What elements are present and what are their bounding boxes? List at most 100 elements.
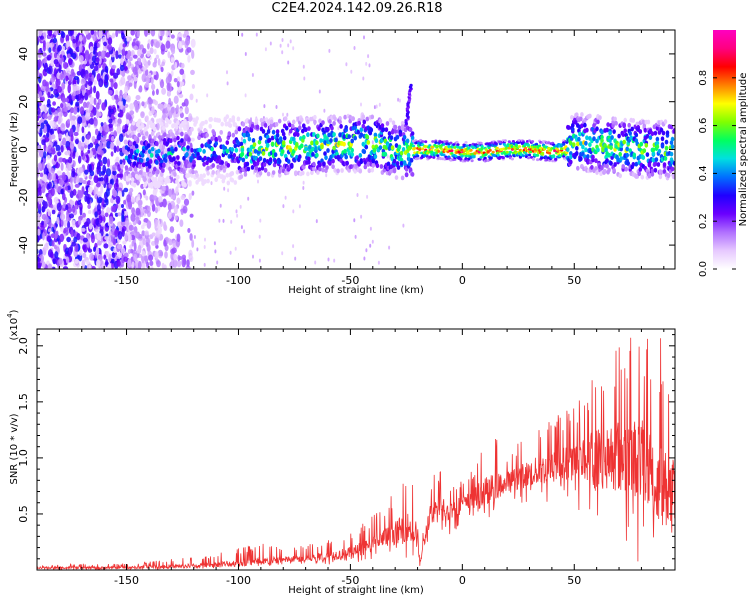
spectrogram-cell: [49, 251, 54, 259]
spectrogram-cell: [410, 135, 415, 141]
spectrogram-cell: [107, 44, 113, 51]
spectrogram-cell: [251, 73, 254, 77]
spectrogram-cell: [323, 108, 326, 113]
spectrogram-cell: [155, 41, 160, 49]
spectrogram-cell: [265, 143, 270, 148]
spectrogram-cell: [503, 139, 507, 143]
spectrogram-cell: [144, 209, 149, 214]
spectrogram-cell: [670, 136, 675, 142]
spectrogram-cell: [37, 262, 41, 269]
spectrogram-cell: [239, 141, 244, 147]
spectrogram-cell: [365, 116, 370, 122]
spectrogram-cell: [577, 136, 581, 142]
spectrogram-cell: [162, 125, 166, 131]
spectrogram-cell: [37, 216, 41, 221]
spectrogram-cell: [46, 162, 51, 169]
spectrogram-cell: [157, 226, 162, 235]
spectrogram-cell: [416, 157, 420, 160]
spectrogram-cell: [552, 154, 556, 158]
spectrogram-cell: [655, 144, 660, 150]
spectrogram-cell: [109, 179, 113, 185]
spectrogram-cell: [672, 174, 675, 180]
spectrogram-cell: [168, 188, 173, 197]
spectrogram-cell: [514, 144, 519, 148]
spectrogram-cell: [98, 78, 104, 88]
spectrogram-cell: [302, 186, 305, 190]
spectrogram-cell: [179, 81, 185, 87]
spectrogram-cell: [235, 209, 238, 214]
spectrogram-cell: [259, 218, 262, 223]
y-scale-multiplier: (x104): [6, 309, 20, 340]
spectrogram-cell: [78, 44, 83, 53]
spectrogram-cell: [90, 180, 94, 186]
spectrogram-cell: [123, 139, 128, 145]
spectrogram-cell: [177, 183, 181, 189]
spectrogram-cell: [331, 158, 335, 164]
spectrogram-cell: [140, 224, 145, 230]
spectrogram-cell: [149, 260, 154, 267]
bottom-y-tick-label: 1.0: [17, 449, 30, 467]
spectrogram-cell: [580, 112, 584, 117]
spectrogram-cell: [173, 253, 178, 261]
spectrogram-cell: [529, 156, 534, 159]
spectrogram-cell: [66, 236, 71, 243]
spectrogram-cell: [233, 143, 238, 149]
spectrogram-cell: [183, 126, 187, 131]
spectrogram-cell: [645, 133, 650, 139]
top-x-tick-label: 0: [459, 274, 466, 287]
spectrogram-cell: [93, 246, 96, 252]
spectrogram-cell: [131, 207, 136, 215]
spectrogram-cell: [53, 244, 57, 250]
spectrogram-cell: [600, 138, 604, 144]
spectrogram-cell: [59, 73, 64, 81]
spectrogram-cell: [216, 260, 219, 265]
spectrogram-cell: [146, 143, 151, 149]
spectrogram-cell: [307, 159, 311, 165]
spectrogram-cell: [111, 32, 116, 39]
spectrogram-cell: [261, 151, 266, 156]
spectrogram-cell: [196, 247, 199, 252]
spectrogram-cell: [303, 76, 306, 81]
spectrogram-cell: [651, 147, 656, 153]
spectrogram-cell: [168, 119, 172, 125]
bottom-x-tick-label: -100: [226, 574, 251, 587]
spectrogram-cell: [527, 153, 532, 157]
spectrogram-cell: [413, 146, 417, 150]
spectrogram-cell: [664, 145, 669, 151]
spectrogram-cell: [271, 129, 276, 135]
spectrogram-cell: [202, 173, 206, 179]
spectrogram-cell: [362, 76, 365, 81]
spectrogram-cell: [57, 46, 60, 53]
spectrogram-cell: [108, 134, 112, 142]
spectrogram-cell: [148, 98, 154, 105]
spectrogram-cell: [612, 167, 616, 173]
spectrogram-cell: [345, 160, 350, 166]
spectrogram-cell: [37, 115, 40, 122]
spectrogram-cell: [526, 143, 531, 147]
spectrogram-cell: [258, 258, 261, 263]
spectrogram-cell: [50, 204, 54, 209]
spectrogram-cell: [421, 143, 425, 147]
spectrogram-cell: [378, 118, 383, 124]
bottom-y-axis-label: SNR (10 * v/v): [9, 413, 20, 484]
bottom-x-tick-label: 50: [567, 574, 581, 587]
spectrogram-cell: [87, 248, 93, 253]
spectrogram-cell: [84, 221, 89, 228]
spectrogram-cell: [42, 232, 45, 241]
spectrogram-cell: [210, 146, 214, 152]
spectrogram-cell: [609, 145, 613, 151]
spectrogram-cell: [353, 168, 358, 174]
spectrogram-cell: [638, 167, 643, 172]
spectrogram-cell: [331, 164, 335, 170]
spectrogram-cell: [95, 182, 101, 188]
spectrogram-cell: [74, 138, 79, 145]
spectrogram-cell: [664, 139, 669, 145]
spectrogram-cell: [48, 181, 52, 190]
spectrogram-cell: [402, 134, 407, 140]
bottom-y-tick-label: 1.5: [17, 393, 30, 411]
spectrogram-cell: [405, 138, 410, 144]
spectrogram-cell: [108, 182, 113, 189]
spectrogram-cell: [70, 134, 74, 142]
spectrogram-cell: [244, 52, 247, 56]
spectrogram-cell: [142, 189, 146, 196]
